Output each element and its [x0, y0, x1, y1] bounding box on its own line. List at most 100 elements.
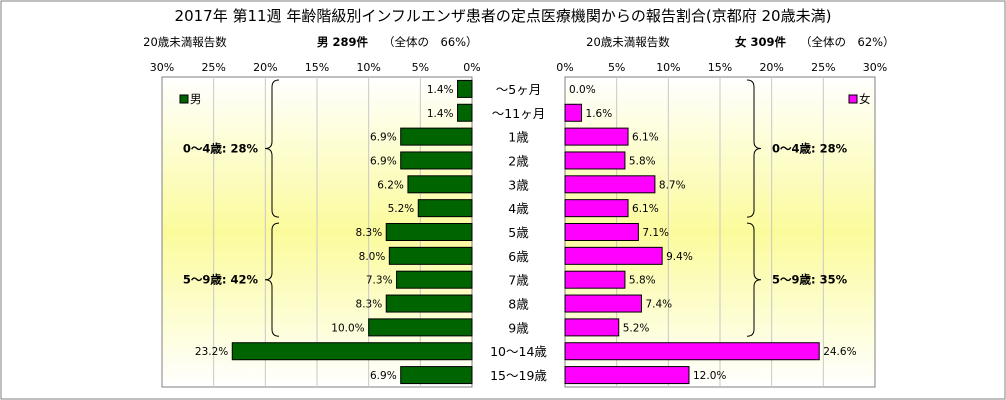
category-label: 7歳	[508, 273, 529, 288]
female-bar-value-label: 12.0%	[693, 370, 726, 382]
female-tick-label: 25%	[811, 61, 835, 74]
female-bar-value-label: 7.1%	[642, 227, 669, 239]
male-header: 男 289件	[317, 35, 369, 49]
female-bar	[564, 270, 626, 289]
male-legend-label: 男	[190, 92, 202, 106]
female-tick-label: 5%	[608, 61, 625, 74]
female-bar-value-label: 0.0%	[569, 84, 596, 96]
category-labels: ～5ヶ月 ～11ヶ月 1歳 2歳 3歳 4歳 5歳 6歳 7歳 8歳 9歳 10～14歳 15～19歳	[490, 82, 547, 383]
female-tick-label: 20%	[759, 61, 783, 74]
male-bar	[388, 246, 473, 265]
female-legend-swatch	[848, 94, 858, 104]
male-bar	[407, 175, 473, 194]
male-share: （全体の 66%）	[383, 35, 478, 49]
female-group-label: 5～9歳: 35%	[772, 273, 848, 287]
category-label: 9歳	[508, 320, 529, 335]
chart-title: 2017年 第11週 年齢階級別インフルエンザ患者の定点医療機関からの報告割合(…	[175, 7, 832, 25]
male-tick-label: 15%	[305, 61, 329, 74]
female-bar	[564, 342, 820, 361]
male-tick-label: 0%	[463, 61, 480, 74]
female-bar-value-label: 8.7%	[659, 179, 686, 191]
category-label: 4歳	[508, 201, 529, 216]
female-bar	[564, 294, 642, 313]
male-tick-label: 5%	[412, 61, 429, 74]
category-label: 15～19歳	[490, 368, 547, 383]
female-bar-value-label: 1.6%	[586, 108, 613, 120]
male-axis-caption: 20歳未満報告数	[143, 35, 227, 49]
category-label: ～11ヶ月	[492, 106, 545, 121]
female-bar	[564, 246, 663, 265]
female-axis-caption: 20歳未満報告数	[586, 35, 670, 49]
male-bar-value-label: 1.4%	[427, 84, 454, 96]
male-bar-value-label: 8.0%	[359, 251, 386, 263]
male-bar-value-label: 8.3%	[356, 299, 383, 311]
bars: 1.4% 0.0% 1.4% 1.6% 6.9% 6.1% 6.9% 5.8% 6.2% 8.7%…	[195, 79, 857, 385]
female-bar-value-label: 6.1%	[632, 203, 659, 215]
male-bar-value-label: 7.3%	[366, 275, 393, 287]
female-tick-label: 0%	[556, 61, 573, 74]
female-header: 女 309件	[735, 35, 787, 49]
male-bar-value-label: 10.0%	[331, 322, 364, 334]
male-bar-value-label: 6.9%	[370, 132, 397, 144]
category-label: 8歳	[508, 297, 529, 312]
category-label: 3歳	[508, 177, 529, 192]
male-bar	[231, 342, 473, 361]
male-bar	[385, 294, 473, 313]
category-label: 10～14歳	[490, 344, 547, 359]
female-bar	[564, 127, 629, 146]
male-bar	[457, 79, 473, 98]
female-share: （全体の 62%）	[800, 35, 895, 49]
male-bar-value-label: 8.3%	[356, 227, 383, 239]
male-group-brace	[264, 79, 280, 218]
female-bar-value-label: 5.8%	[629, 275, 656, 287]
female-bar-value-label: 24.6%	[823, 346, 856, 358]
category-label: 1歳	[508, 130, 529, 145]
category-label: 5歳	[508, 225, 529, 240]
female-bar	[564, 151, 626, 170]
female-bar	[564, 199, 629, 218]
male-bar	[396, 270, 473, 289]
female-bar-value-label: 5.2%	[623, 322, 650, 334]
female-tick-label: 10%	[656, 61, 680, 74]
male-bar-value-label: 6.9%	[370, 155, 397, 167]
male-bar	[385, 223, 473, 241]
male-group-brace	[264, 222, 280, 337]
male-bar	[400, 127, 473, 146]
male-bar-value-label: 6.2%	[377, 179, 404, 191]
male-bar-value-label: 5.2%	[388, 203, 415, 215]
female-bar	[564, 223, 639, 241]
male-bar-value-label: 23.2%	[195, 346, 228, 358]
female-bar-value-label: 6.1%	[632, 132, 659, 144]
legends: 男女	[179, 92, 871, 106]
male-tick-label: 30%	[150, 61, 174, 74]
male-legend-swatch	[179, 94, 189, 104]
female-legend-label: 女	[859, 92, 871, 106]
female-group-label: 0～4歳: 28%	[772, 142, 848, 156]
age-group-annotations: 0～4歳: 28% 5～9歳: 42% 0～4歳: 28% 5～9歳: 35%	[183, 79, 848, 337]
female-tick-label: 30%	[863, 61, 887, 74]
female-bar	[564, 366, 690, 385]
male-bar	[400, 151, 473, 170]
female-bar	[564, 318, 620, 337]
male-tick-label: 10%	[356, 61, 380, 74]
category-label: 2歳	[508, 153, 529, 168]
female-group-brace	[746, 222, 762, 337]
female-bar	[564, 103, 583, 122]
female-group-brace	[746, 79, 762, 218]
male-group-label: 5～9歳: 42%	[183, 273, 259, 287]
male-bar	[417, 199, 473, 218]
axis-ticks: 30% 25% 20% 15% 10% 5% 0% 0% 5% 10% 15% 20% 25% 30%	[150, 61, 887, 74]
female-bar-value-label: 9.4%	[666, 251, 693, 263]
male-group-label: 0～4歳: 28%	[183, 142, 259, 156]
male-tick-label: 20%	[253, 61, 277, 74]
female-bar-value-label: 7.4%	[645, 299, 672, 311]
category-label: ～5ヶ月	[496, 82, 541, 97]
female-bar	[564, 175, 656, 194]
male-bar	[457, 103, 473, 122]
male-bar-value-label: 1.4%	[427, 108, 454, 120]
female-tick-label: 15%	[708, 61, 732, 74]
category-label: 6歳	[508, 249, 529, 264]
